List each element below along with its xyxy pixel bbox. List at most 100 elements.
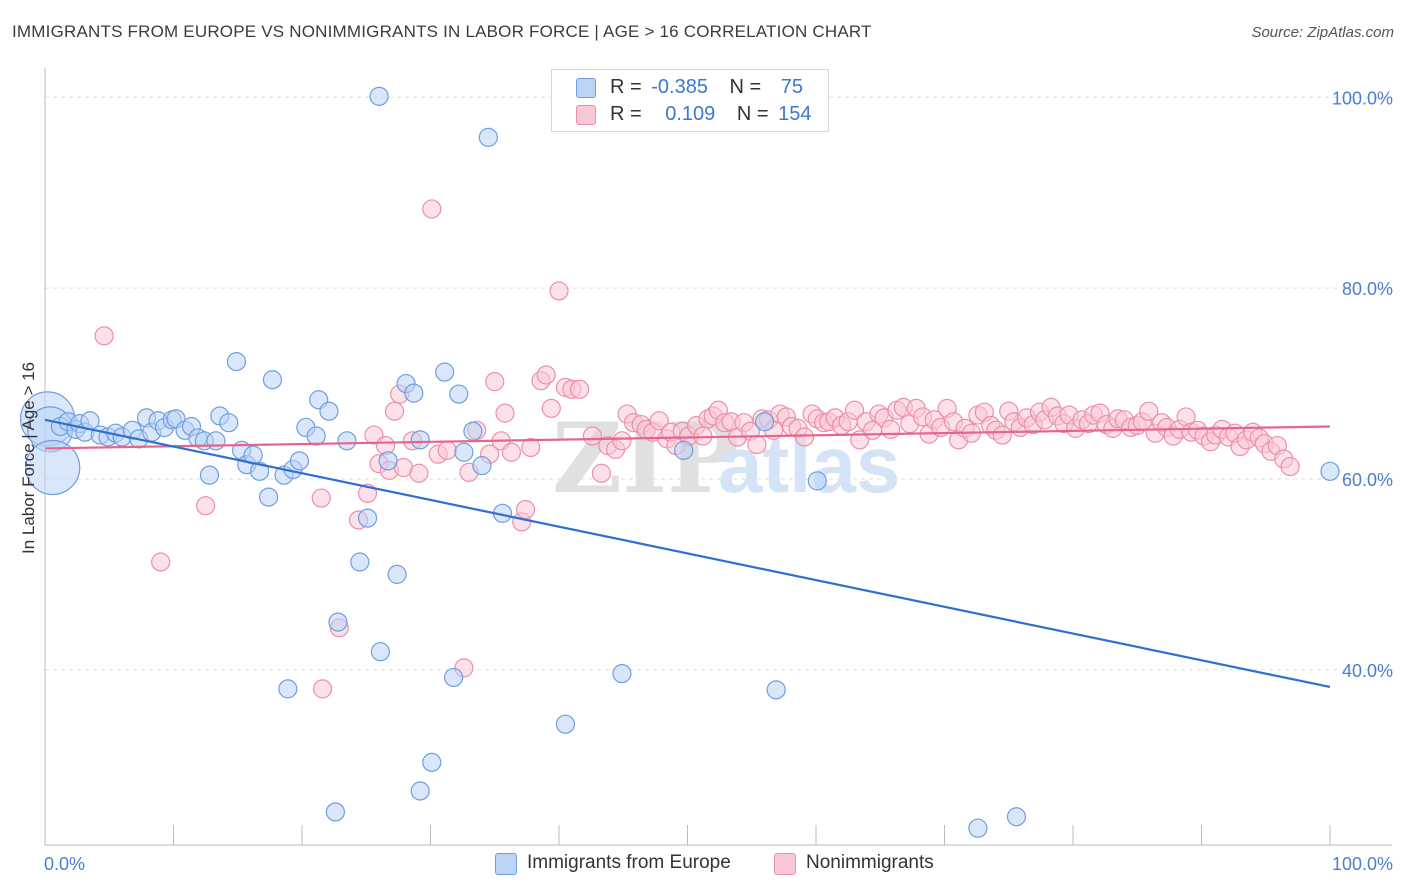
- immigrant-point: [350, 552, 370, 572]
- nonimmigrant-point: [844, 400, 865, 420]
- legend-n-value: 75: [780, 76, 804, 98]
- immigrant-point: [449, 384, 469, 404]
- immigrant-point: [478, 127, 498, 147]
- legend-swatch-pink: [576, 105, 596, 125]
- nonimmigrant-point: [794, 427, 815, 447]
- nonimmigrant-point: [549, 281, 569, 301]
- grid-layer: [45, 96, 1392, 671]
- immigrant-point: [404, 383, 424, 403]
- immigrant-point: [262, 370, 283, 390]
- tick-labels: 100.0% 80.0% 60.0% 40.0% 0.0% 100.0%: [44, 88, 1393, 874]
- y-tick-label: 60.0%: [1342, 470, 1393, 490]
- immigrant-point: [1320, 461, 1340, 481]
- legend-n-value: 154: [778, 103, 812, 125]
- y-tick-label: 40.0%: [1342, 661, 1393, 681]
- immigrant-point: [754, 412, 775, 432]
- legend-n-label: N =: [736, 103, 769, 125]
- immigrant-point: [968, 818, 988, 838]
- trend-lines: [44, 418, 1331, 689]
- nonimmigrant-point: [536, 365, 556, 385]
- immigrant-point: [435, 362, 455, 382]
- immigrants-points: [19, 86, 1340, 838]
- legend-r-label: R =: [610, 103, 642, 125]
- immigrant-point: [369, 86, 389, 106]
- immigrant-point: [807, 471, 827, 491]
- chart-title: IMMIGRANTS FROM EUROPE VS NONIMMIGRANTS …: [12, 22, 872, 41]
- immigrant-point: [206, 431, 226, 451]
- nonimmigrant-point: [495, 403, 515, 423]
- immigrant-point: [472, 456, 492, 476]
- immigrant-point: [226, 352, 247, 372]
- legend-label-nonimmigrants: Nonimmigrants: [806, 852, 934, 873]
- nonimmigrant-point: [541, 398, 561, 418]
- x-tick-label: 0.0%: [44, 854, 85, 874]
- y-tick-label: 80.0%: [1342, 279, 1393, 299]
- legend-label-immigrants: Immigrants from Europe: [527, 852, 731, 873]
- nonimmigrant-point: [649, 411, 669, 431]
- immigrant-point: [289, 451, 310, 471]
- immigrant-point: [25, 439, 81, 496]
- legend-n-label: N =: [729, 76, 762, 98]
- nonimmigrant-point: [1280, 456, 1300, 477]
- immigrant-point: [278, 679, 298, 699]
- nonimmigrants-points: [94, 199, 1300, 699]
- immigrant-point: [454, 442, 474, 462]
- immigrant-point: [325, 802, 346, 822]
- nonimmigrant-point: [151, 552, 171, 572]
- nonimmigrant-point: [311, 488, 331, 508]
- nonimmigrant-point: [582, 426, 603, 446]
- nonimmigrant-point: [422, 199, 442, 219]
- immigrant-point: [328, 612, 348, 632]
- legend-r-label: R =: [610, 76, 642, 98]
- immigrants-trend-line: [44, 418, 1331, 689]
- nonimmigrant-point: [196, 496, 216, 516]
- immigrant-point: [422, 752, 442, 772]
- nonimmigrant-point: [1139, 401, 1159, 421]
- nonimmigrant-point: [612, 431, 632, 451]
- legend-swatch-pink: [774, 853, 796, 875]
- immigrant-point: [555, 714, 576, 734]
- immigrant-point: [1006, 807, 1027, 827]
- immigrant-point: [357, 508, 378, 528]
- immigrant-point: [319, 401, 339, 421]
- immigrant-point: [612, 664, 632, 684]
- legend-swatch-blue: [495, 853, 517, 875]
- nonimmigrant-point: [880, 419, 901, 439]
- immigrant-point: [337, 431, 357, 451]
- y-axis-label: In Labor Force | Age > 16: [19, 362, 38, 554]
- nonimmigrant-point: [501, 442, 522, 462]
- nonimmigrant-point: [992, 425, 1012, 445]
- immigrant-point: [410, 430, 430, 450]
- nonimmigrant-point: [312, 679, 333, 699]
- nonimmigrants-trend-line: [44, 425, 1331, 450]
- chart-source: Source: ZipAtlas.com: [1251, 24, 1394, 41]
- immigrant-point: [249, 461, 270, 481]
- legend-r-value: -0.385: [651, 76, 708, 98]
- immigrant-point: [199, 465, 220, 485]
- legend-r-value: 0.109: [665, 103, 716, 125]
- nonimmigrant-point: [485, 372, 505, 392]
- nonimmigrant-point: [437, 440, 457, 460]
- nonimmigrant-point: [521, 437, 541, 458]
- immigrant-point: [378, 451, 398, 471]
- x-tick-label: 100.0%: [1332, 854, 1393, 874]
- immigrant-point: [674, 440, 694, 460]
- immigrant-point: [306, 426, 326, 446]
- series-legend: Immigrants from Europe Nonimmigrants: [0, 852, 1406, 878]
- nonimmigrant-point: [409, 463, 429, 483]
- y-tick-label: 100.0%: [1332, 88, 1393, 108]
- immigrant-point: [370, 642, 390, 662]
- immigrant-point: [219, 413, 239, 433]
- nonimmigrant-point: [94, 326, 114, 346]
- nonimmigrant-point: [515, 499, 536, 520]
- nonimmigrant-point: [569, 379, 590, 399]
- nonimmigrant-point: [747, 435, 767, 455]
- immigrant-point: [463, 421, 483, 441]
- immigrant-point: [387, 564, 407, 584]
- correlation-legend: R = -0.385 N = 75 R = 0.109 N = 154: [551, 69, 829, 132]
- immigrant-point: [410, 781, 430, 801]
- nonimmigrant-point: [384, 401, 405, 421]
- immigrant-point: [766, 680, 786, 700]
- immigrant-point: [258, 487, 279, 507]
